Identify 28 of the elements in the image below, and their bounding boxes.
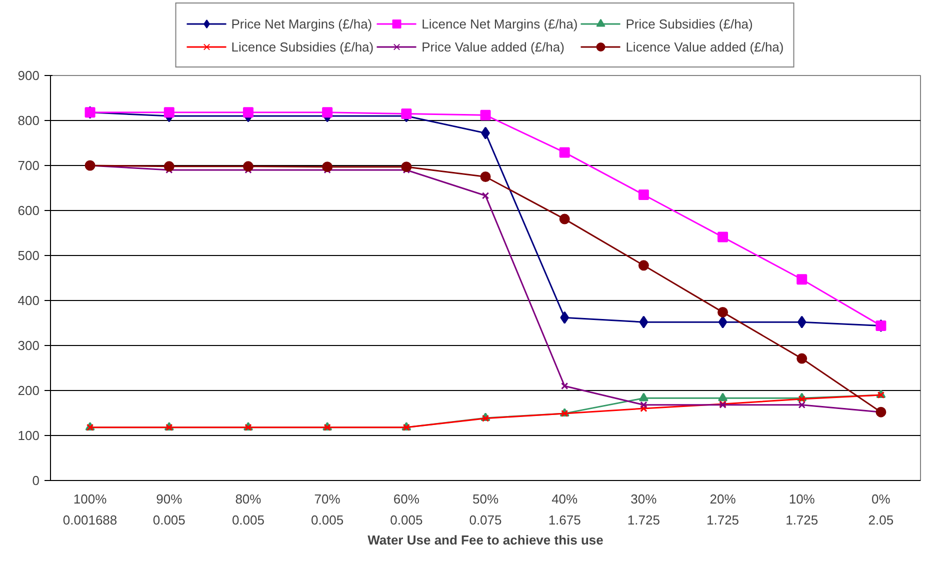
category-label: 30% 1.725 (627, 492, 660, 528)
legend-label: Price Subsidies (£/ha) (626, 16, 753, 31)
y-tick-label: 500 (18, 248, 40, 263)
legend-label: Licence Subsidies (£/ha) (231, 39, 374, 54)
y-tick-label: 900 (18, 68, 40, 83)
category-label: 0% 2.05 (868, 492, 894, 528)
legend-label: Price Net Margins (£/ha) (231, 16, 372, 31)
category-label: 80% 0.005 (232, 492, 265, 528)
category-label: 60% 0.005 (390, 492, 423, 528)
y-tick-label: 600 (18, 203, 40, 218)
y-tick-label: 100 (18, 428, 40, 443)
y-tick-label: 800 (18, 113, 40, 128)
category-label: 40% 1.675 (548, 492, 581, 528)
category-label: 90% 0.005 (152, 492, 186, 528)
category-label: 50% 0.075 (469, 492, 502, 528)
y-tick-label: 300 (18, 338, 40, 353)
category-label: 10% 1.725 (786, 492, 818, 528)
legend-label: Licence Value added (£/ha) (626, 39, 784, 54)
category-label: 70% 0.005 (311, 492, 344, 528)
x-axis-title: Water Use and Fee to achieve this use (368, 532, 604, 548)
legend-label: Price Value added (£/ha) (422, 39, 564, 54)
y-tick-label: 400 (18, 293, 40, 308)
y-tick-label: 700 (18, 158, 40, 173)
legend-label: Licence Net Margins (£/ha) (422, 16, 578, 31)
category-label: 20% 1.725 (706, 492, 740, 528)
y-tick-label: 200 (18, 383, 40, 398)
y-tick-label: 0 (32, 473, 40, 488)
category-label: 100% 0.001688 (62, 492, 118, 528)
